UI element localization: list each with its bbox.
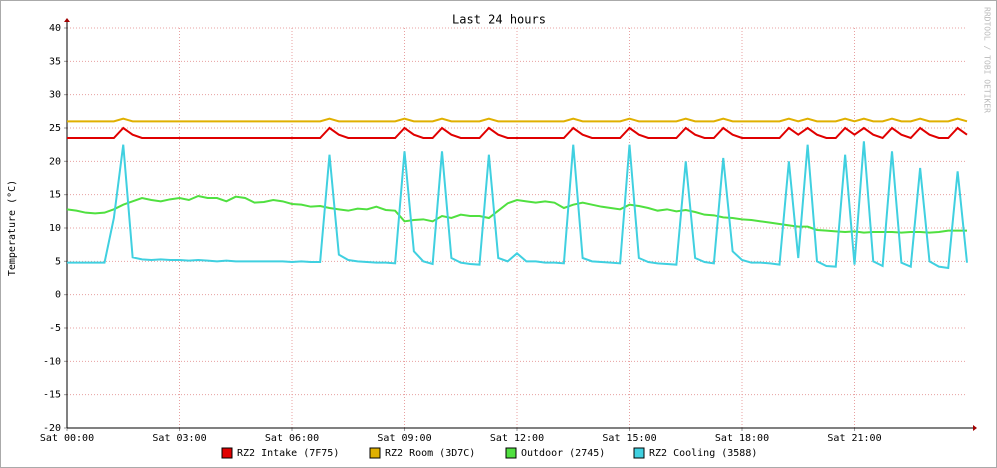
legend-label: Outdoor (2745) [521,448,605,459]
x-tick-label: Sat 00:00 [40,433,94,444]
axis-arrow [973,425,977,431]
y-tick-label: -5 [49,323,61,334]
y-tick-label: 30 [49,90,61,101]
y-tick-label: -15 [43,390,61,401]
series-line [67,117,968,123]
x-tick-label: Sat 03:00 [152,433,206,444]
x-tick-label: Sat 21:00 [827,433,881,444]
y-tick-label: 35 [49,56,61,67]
x-tick-label: Sat 06:00 [265,433,319,444]
x-tick-label: Sat 12:00 [490,433,544,444]
series-line [67,141,968,270]
x-tick-label: Sat 18:00 [715,433,769,444]
y-axis-label: Temperature (°C) [7,180,18,276]
series-line [66,194,967,234]
y-tick-label: -10 [43,356,61,367]
y-tick-label: 25 [49,123,61,134]
y-tick-label: 10 [49,223,61,234]
legend-swatch [221,447,233,459]
watermark: RRDTOOL / TOBI OETIKER [983,7,992,113]
y-tick-label: 40 [49,23,61,34]
y-tick-label: 0 [55,290,61,301]
series-line [67,126,968,140]
legend-label: RZ2 Room (3D7C) [385,448,475,459]
x-tick-label: Sat 15:00 [602,433,656,444]
y-tick-label: 15 [49,190,61,201]
y-tick-label: 5 [55,256,61,267]
axis-arrow [64,18,70,22]
y-tick-label: 20 [49,156,61,167]
legend-swatch [633,447,645,459]
y-tick-label: -20 [43,423,61,434]
chart-title: Last 24 hours [452,13,546,27]
legend-swatch [369,447,381,459]
legend-label: RZ2 Cooling (3588) [649,448,757,459]
x-tick-label: Sat 09:00 [377,433,431,444]
legend-label: RZ2 Intake (7F75) [237,448,339,459]
legend-swatch [505,447,517,459]
